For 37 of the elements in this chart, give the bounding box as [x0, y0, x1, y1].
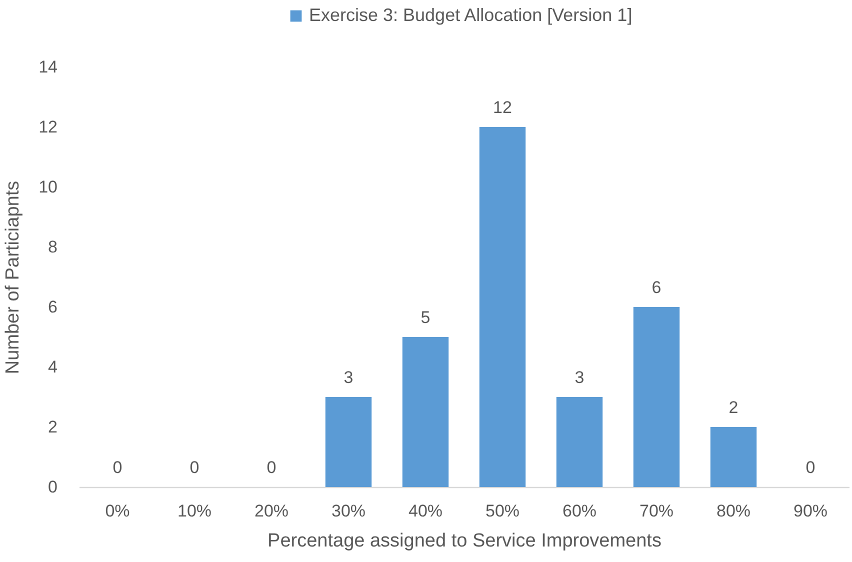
data-label: 0	[190, 458, 200, 477]
x-axis-title: Percentage assigned to Service Improvements	[268, 530, 662, 552]
bar	[325, 397, 372, 487]
bar	[556, 397, 603, 487]
legend-label: Exercise 3: Budget Allocation [Version 1]	[309, 5, 632, 25]
y-tick-label: 14	[38, 58, 58, 76]
x-tick-label: 10%	[177, 502, 212, 520]
data-label: 0	[112, 458, 122, 477]
x-tick-label: 0%	[105, 502, 130, 520]
y-axis-title: Number of Particiapnts	[2, 180, 24, 374]
x-tick-label: 70%	[639, 502, 674, 520]
y-tick-label: 6	[48, 298, 58, 316]
y-tick-label: 2	[48, 418, 58, 436]
y-tick-label: 8	[48, 238, 58, 256]
data-label: 3	[344, 368, 354, 387]
bar	[479, 127, 526, 487]
x-tick-label: 90%	[793, 502, 828, 520]
y-tick-label: 10	[38, 178, 58, 196]
y-tick-label: 0	[48, 478, 58, 496]
x-tick-label: 20%	[254, 502, 289, 520]
data-label: 12	[493, 98, 512, 117]
x-tick-label: 40%	[408, 502, 443, 520]
data-label: 3	[574, 368, 584, 387]
data-label: 0	[266, 458, 276, 477]
data-label: 6	[652, 278, 662, 297]
bar	[402, 337, 449, 487]
x-tick-label: 80%	[716, 502, 751, 520]
data-label: 5	[420, 308, 430, 327]
y-tick-label: 4	[48, 358, 58, 376]
x-tick-label: 60%	[562, 502, 597, 520]
x-tick-label: 50%	[485, 502, 520, 520]
data-label: 0	[806, 458, 816, 477]
data-label: 2	[728, 398, 738, 417]
y-tick-label: 12	[38, 118, 58, 136]
bar	[633, 307, 680, 487]
bar	[710, 427, 757, 487]
x-tick-label: 30%	[331, 502, 366, 520]
